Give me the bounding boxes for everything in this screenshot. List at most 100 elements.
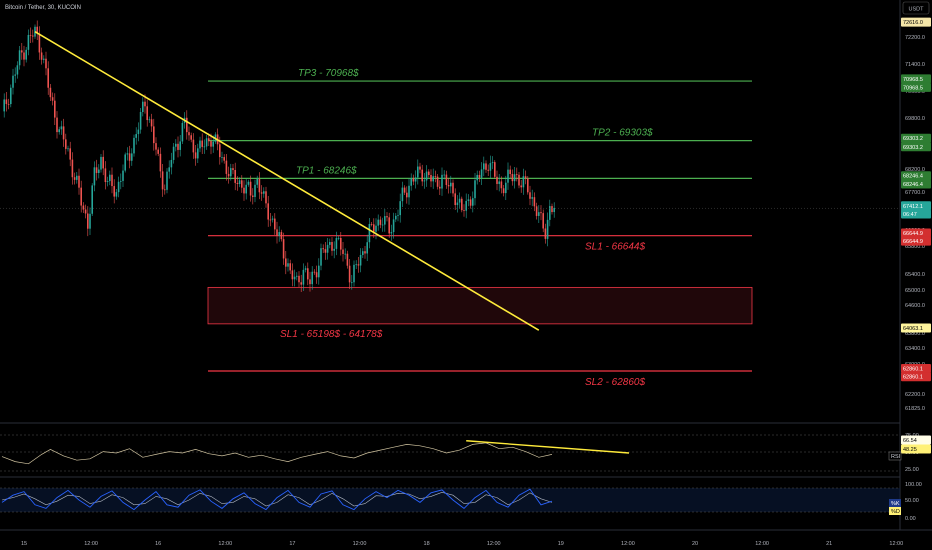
candle-body <box>40 52 43 60</box>
candle-body <box>370 224 373 225</box>
candle-body <box>452 182 454 194</box>
candle-body <box>324 249 327 253</box>
candle-body <box>379 219 382 225</box>
candle-body <box>346 253 349 266</box>
time-axis-tick: 19 <box>558 541 564 547</box>
candle-body <box>538 212 540 216</box>
rsi-value-tag: 66.54 <box>901 435 931 445</box>
candle-body <box>203 146 206 148</box>
currency-button[interactable]: USDT <box>902 1 930 15</box>
price-tag-text: 64063.1 <box>903 326 923 332</box>
candle-body <box>403 187 406 193</box>
price-axis-tick: 63400.0 <box>905 346 925 352</box>
price-tag-text: 66644.9 <box>903 231 923 237</box>
price-axis-tick: 65400.0 <box>905 272 925 278</box>
rsi-trendline[interactable] <box>466 440 630 454</box>
candle-body <box>511 174 514 182</box>
candle-body <box>395 215 397 220</box>
candle-body <box>513 174 516 182</box>
candle-body <box>80 187 82 206</box>
sl-label: SL2 - 62860$ <box>585 377 645 388</box>
candle-body <box>322 248 324 250</box>
price-tag-sl: 66644.9 <box>901 236 931 246</box>
candle-body <box>531 197 533 199</box>
stoch-k-line <box>1 488 553 511</box>
candle-body <box>201 140 203 147</box>
price-trendline[interactable] <box>34 30 540 331</box>
candle-body <box>331 242 333 251</box>
candle-body <box>161 171 164 190</box>
candle-body <box>36 26 38 34</box>
price-axis-tick: 64600.0 <box>905 303 925 309</box>
candle-body <box>285 258 287 267</box>
price-tag-text: 67412.1 <box>903 204 923 210</box>
candle-body <box>313 271 316 273</box>
candle-body <box>485 163 487 170</box>
candle-body <box>412 178 415 182</box>
price-tag-bg <box>901 133 931 143</box>
candle-body <box>282 239 285 259</box>
price-tag-bg <box>901 236 931 246</box>
candle-body <box>423 180 426 182</box>
time-axis-tick: 12:00 <box>621 541 635 547</box>
candle-body <box>10 87 12 105</box>
candle-body <box>232 168 234 171</box>
candle-body <box>518 174 520 186</box>
candle-body <box>544 228 547 239</box>
candle-body <box>522 176 525 188</box>
candle-body <box>78 175 80 188</box>
candle-body <box>43 58 45 60</box>
candle-body <box>23 52 25 60</box>
candle-body <box>329 242 331 245</box>
candle-body <box>98 169 100 173</box>
candle-body <box>476 174 478 181</box>
price-tag-tp: 69303.2 <box>901 133 931 143</box>
price-tag-bg <box>901 201 931 211</box>
tp-label: TP3 - 70968$ <box>298 68 359 79</box>
price-tag-text: 69303.2 <box>903 136 923 142</box>
candle-body <box>245 184 247 194</box>
candle-body <box>467 199 470 201</box>
price-tag-tp: 68246.4 <box>901 179 931 189</box>
candle-body <box>496 176 498 184</box>
candle-body <box>126 153 129 155</box>
candle-body <box>135 134 137 138</box>
price-tag-bg <box>901 363 931 373</box>
candle-body <box>364 251 366 254</box>
chart-title: Bitcoin / Tether, 30, KUCOIN <box>5 5 81 11</box>
candle-body <box>170 159 173 168</box>
candle-body <box>84 209 87 214</box>
candle-body <box>104 168 107 183</box>
candle-body <box>458 198 461 203</box>
price-tag-text: 68246.4 <box>903 182 923 188</box>
time-axis-tick: 12:00 <box>84 541 98 547</box>
candle-body <box>454 193 456 206</box>
candle-body <box>192 139 195 153</box>
stoch-axis-tick: 0.00 <box>905 516 916 522</box>
candle-body <box>221 157 223 158</box>
sl-zone[interactable] <box>207 286 753 325</box>
candle-body <box>73 177 76 180</box>
price-tag-tp: 70968.5 <box>901 74 931 84</box>
candle-body <box>480 169 483 178</box>
candle-body <box>326 244 329 253</box>
price-axis-tick: 71400.0 <box>905 62 925 68</box>
candle-body <box>82 205 85 210</box>
sl-label: SL1 - 66644$ <box>585 242 645 253</box>
candle-body <box>315 272 318 278</box>
candle-body <box>93 167 96 186</box>
candle-body <box>432 176 434 182</box>
candle-body <box>131 153 133 161</box>
candle-body <box>399 201 401 216</box>
price-tag-sl: 66644.9 <box>901 228 931 238</box>
candle-body <box>179 141 181 150</box>
candle-body <box>425 171 428 181</box>
candle-body <box>230 168 232 177</box>
price-tag-text: 70968.5 <box>903 85 923 91</box>
price-tag-last: 67412.1 <box>901 201 931 211</box>
candle-body <box>49 87 52 98</box>
candle-body <box>333 248 335 251</box>
price-tag-bg <box>901 142 931 152</box>
candle-body <box>533 197 536 207</box>
